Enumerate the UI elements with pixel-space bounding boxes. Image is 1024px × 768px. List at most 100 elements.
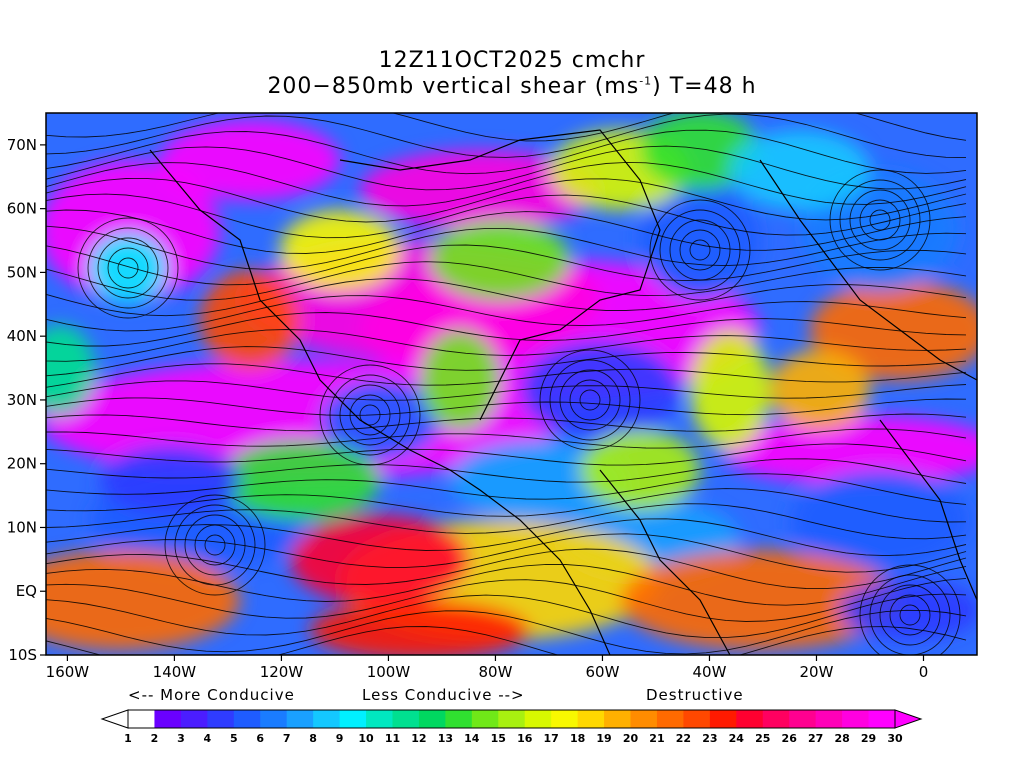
colorbar-tick-label: 27	[808, 732, 823, 745]
colorbar-segment	[207, 710, 235, 728]
colorbar-segment	[656, 710, 684, 728]
colorbar-tick-label: 8	[309, 732, 317, 745]
streamline	[46, 113, 967, 159]
streamline	[46, 473, 967, 505]
colorbar	[100, 709, 923, 729]
streamline	[46, 503, 967, 540]
shear-region	[430, 220, 570, 300]
colorbar-tick-label: 15	[491, 732, 506, 745]
vortex-streamline	[184, 514, 246, 576]
colorbar-segment	[551, 710, 579, 728]
streamline	[46, 380, 967, 401]
streamline	[46, 346, 967, 377]
streamline	[46, 363, 967, 388]
colorbar-tick-label: 6	[256, 732, 264, 745]
vortex-streamline	[849, 189, 911, 251]
colorbar-tick-label: 30	[887, 732, 903, 745]
streamline	[46, 563, 967, 606]
lat-label: EQ	[16, 582, 37, 600]
shear-region	[720, 415, 977, 485]
colorbar-segment	[736, 710, 764, 728]
colorbar-segment	[815, 710, 843, 728]
colorbar-segment	[128, 710, 155, 728]
streamline	[46, 443, 967, 466]
colorbar-tick-label: 9	[336, 732, 344, 745]
shear-region	[770, 350, 870, 430]
shear-region	[360, 150, 600, 230]
colorbar-tick-label: 28	[834, 732, 849, 745]
vortex-streamline	[174, 504, 256, 586]
streamline	[46, 458, 967, 484]
streamline	[46, 397, 967, 416]
lon-label: 20W	[800, 663, 834, 681]
colorbar-tick-label: 29	[861, 732, 876, 745]
lat-label: 60N	[7, 200, 37, 218]
colorbar-tick-label: 16	[517, 732, 533, 745]
colorbar-segment	[418, 710, 446, 728]
colorbar-tick-label: 19	[596, 732, 611, 745]
vortex-streamline	[659, 209, 741, 291]
colorbar-segment	[286, 710, 314, 728]
colorbar-segment	[260, 710, 288, 728]
streamline	[46, 488, 967, 523]
colorbar-tick-label: 22	[676, 732, 691, 745]
coastline	[599, 469, 731, 655]
colorbar-tick-label: 7	[283, 732, 291, 745]
shear-region	[46, 550, 240, 650]
colorbar-tick-label: 24	[729, 732, 745, 745]
shear-region	[46, 325, 95, 415]
lat-label: 10N	[7, 518, 37, 536]
colorbar-tick-label: 21	[649, 732, 664, 745]
colorbar-over-arrow	[894, 709, 923, 729]
vortex-streamline	[899, 604, 921, 626]
streamline	[46, 129, 967, 175]
colorbar-tick-label: 1	[124, 732, 132, 745]
streamline	[46, 177, 967, 223]
streamline	[46, 609, 967, 655]
colorbar-segment	[339, 710, 367, 728]
lat-label: 10S	[8, 646, 37, 664]
colorbar-segment	[577, 710, 605, 728]
vortex-streamline	[669, 219, 731, 281]
colorbar-segment	[762, 710, 790, 728]
vortex-streamline	[879, 584, 941, 646]
streamline	[46, 548, 967, 590]
colorbar-segment	[366, 710, 393, 728]
lon-label: 80W	[478, 663, 512, 681]
colorbar-segment	[498, 710, 526, 728]
colorbar-segment	[709, 710, 737, 728]
shear-region	[290, 515, 470, 605]
vortex-streamline	[204, 534, 226, 556]
vortex-streamline	[339, 384, 401, 446]
colorbar-tick-label: 2	[151, 732, 159, 745]
colorbar-segment	[154, 710, 182, 728]
colorbar-segment	[524, 710, 552, 728]
streamline	[46, 278, 967, 317]
lon-label: 160W	[46, 663, 90, 681]
lat-label: 70N	[7, 136, 37, 154]
shear-region	[580, 430, 700, 510]
streamline	[46, 225, 967, 270]
vortex-streamline	[107, 247, 149, 289]
colorbar-tick-label: 23	[702, 732, 717, 745]
colorbar-tick-label: 17	[544, 732, 559, 745]
legend-less-conducive: Less Conducive -->	[362, 686, 525, 704]
coastline	[339, 129, 661, 421]
vortex-streamline	[77, 217, 179, 319]
vortex-streamline	[649, 199, 751, 301]
colorbar-segment	[233, 710, 261, 728]
vortex-streamline	[869, 574, 951, 655]
legend-more-conducive: <-- More Conducive	[128, 686, 295, 704]
colorbar-segment	[313, 710, 341, 728]
streamline	[46, 593, 967, 639]
vortex-streamline	[97, 237, 159, 299]
streamline	[46, 626, 967, 655]
shear-region	[690, 330, 770, 450]
streamline	[46, 577, 967, 622]
vortex-streamline	[164, 494, 266, 596]
streamline	[46, 209, 967, 254]
vortex-streamline	[319, 364, 421, 466]
vortex-streamline	[839, 179, 921, 261]
title-line-2-main: 200−850mb vertical shear (ms	[267, 74, 640, 99]
